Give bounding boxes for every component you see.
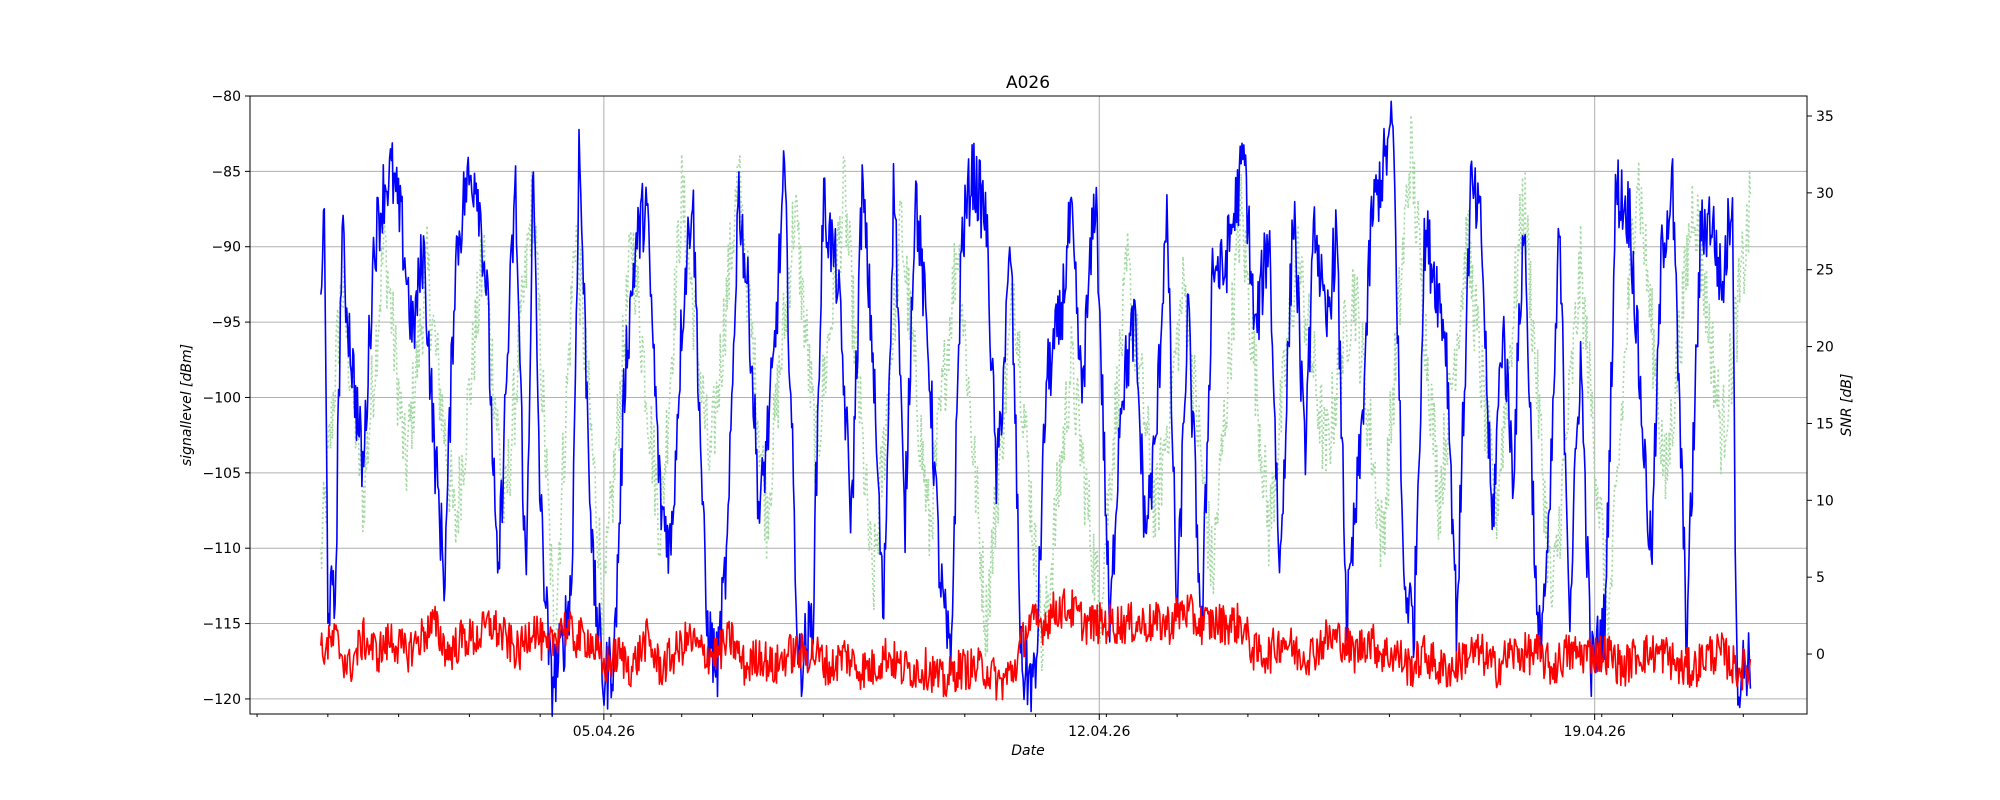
y2-tick-label: 25 — [1816, 263, 1834, 279]
y-tick-label: −110 — [203, 541, 241, 557]
y-tick-label: −120 — [203, 692, 241, 708]
x-tick-label: 12.04.26 — [1068, 724, 1130, 740]
y-tick-label: −80 — [211, 89, 241, 105]
x-tick-label: 19.04.26 — [1564, 724, 1626, 740]
y-tick-label: −90 — [211, 240, 241, 256]
y2-tick-label: 20 — [1816, 340, 1834, 356]
y-axis-right: 0 5 10 15 20 25 30 35 — [1807, 109, 1834, 663]
y-tick-label: −85 — [211, 164, 241, 180]
y2-tick-label: 5 — [1816, 570, 1825, 586]
y-axis-left: −120 −115 −110 −105 −100 −95 −90 −85 −80 — [203, 89, 250, 708]
y2-axis-label: SNR [dB] — [1839, 374, 1855, 437]
data-series — [320, 100, 1752, 717]
x-axis-label: Date — [1011, 743, 1044, 759]
x-axis: 05.04.26 12.04.26 19.04.26 — [256, 714, 1744, 740]
chart-title: A026 — [1006, 73, 1050, 93]
y-axis-label: signallevel [dBm] — [179, 344, 195, 466]
noise-level-line — [320, 588, 1752, 701]
x-tick-label: 05.04.26 — [573, 724, 635, 740]
y-tick-label: −105 — [203, 466, 241, 482]
y-tick-label: −100 — [203, 390, 241, 406]
y2-tick-label: 10 — [1816, 493, 1834, 509]
plot-frame — [249, 95, 1808, 715]
snr-line — [320, 114, 1752, 672]
y2-tick-label: 15 — [1816, 416, 1834, 432]
y2-tick-label: 35 — [1816, 109, 1834, 125]
y2-tick-label: 0 — [1816, 647, 1825, 663]
y2-tick-label: 30 — [1816, 186, 1834, 202]
y-tick-label: −95 — [211, 315, 241, 331]
y-tick-label: −115 — [203, 617, 241, 633]
